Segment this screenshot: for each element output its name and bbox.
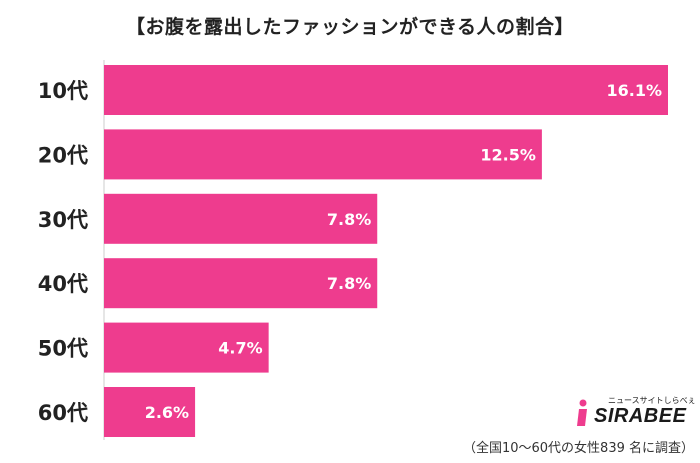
- category-label: 60代: [38, 401, 88, 425]
- logo-mark-icon: [577, 399, 587, 426]
- value-label: 12.5%: [480, 145, 536, 164]
- bar-30代: [104, 193, 378, 244]
- value-label: 7.8%: [327, 274, 371, 293]
- bar-20代: [104, 129, 542, 180]
- category-label: 10代: [38, 79, 88, 103]
- value-label: 7.8%: [327, 210, 371, 229]
- category-label: 20代: [38, 143, 88, 167]
- value-label: 16.1%: [606, 81, 662, 100]
- bar-50代: [104, 322, 269, 373]
- chart-title: 【お腹を露出したファッションができる人の割合】: [125, 16, 575, 38]
- value-label: 2.6%: [145, 403, 189, 422]
- category-label: 40代: [38, 272, 88, 296]
- category-label: 50代: [38, 337, 88, 361]
- bars-group: 10代 16.1% 20代 12.5% 30代 7.8% 40代 7.8% 50代 4.7% 60代…: [38, 65, 668, 437]
- category-label: 30代: [38, 208, 88, 232]
- value-label: 4.7%: [218, 339, 262, 358]
- survey-note: （全国10～60代の女性839 名に調査）: [462, 441, 694, 456]
- bar-40代: [104, 258, 378, 309]
- bar-60代: [104, 387, 196, 437]
- logo-brand: SIRABEE: [594, 405, 687, 427]
- sirabee-logo: ニュースサイトしらべぇ SIRABEE: [574, 395, 696, 429]
- logo-tagline: ニュースサイトしらべぇ: [608, 396, 696, 405]
- bar-10代: [104, 65, 668, 115]
